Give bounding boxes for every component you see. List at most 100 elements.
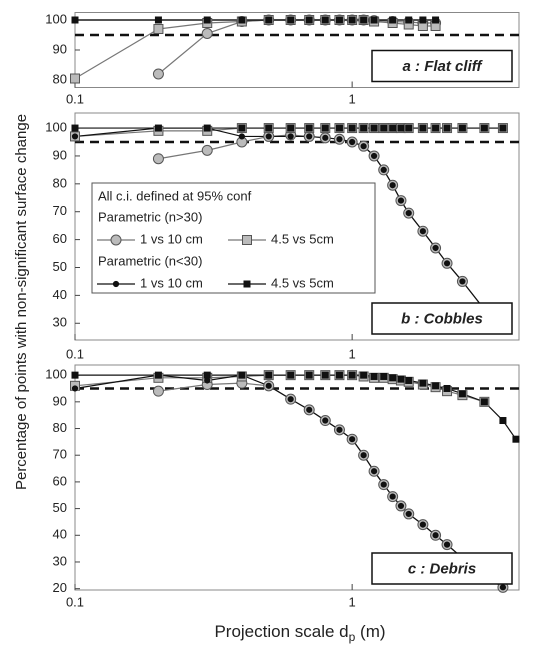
point: [499, 584, 507, 591]
point: [305, 16, 313, 24]
point: [512, 435, 520, 443]
point: [389, 182, 396, 189]
point: [480, 124, 488, 132]
point: [380, 166, 387, 173]
point: [480, 398, 488, 406]
point: [389, 16, 397, 24]
y-tick-label: 100: [45, 119, 67, 134]
point: [459, 278, 466, 285]
point: [443, 541, 451, 548]
point: [397, 502, 405, 510]
legend-label: 1 vs 10 cm: [140, 231, 203, 246]
y-tick-label: 100: [45, 11, 67, 26]
point: [349, 436, 356, 443]
point: [287, 371, 295, 379]
point: [405, 376, 413, 384]
point: [201, 28, 213, 39]
y-axis-title: Percentage of points with non-significan…: [13, 114, 30, 490]
point: [238, 16, 246, 24]
y-tick-label: 60: [53, 231, 67, 246]
annotation: c : Debris: [408, 560, 476, 577]
point: [380, 481, 387, 488]
point: [71, 16, 79, 24]
point: [335, 371, 343, 379]
point: [443, 260, 451, 267]
point: [419, 16, 427, 24]
legend-label: 4.5 vs 5cm: [271, 231, 334, 246]
point: [265, 124, 273, 132]
point: [405, 210, 412, 217]
series-line: [74, 374, 504, 588]
point: [204, 377, 211, 384]
point: [336, 136, 343, 143]
point: [321, 16, 329, 24]
point: [348, 16, 356, 24]
point: [154, 16, 162, 24]
point: [397, 197, 405, 204]
point: [152, 385, 164, 397]
point: [203, 371, 211, 379]
point: [370, 152, 378, 160]
point: [287, 16, 295, 24]
point: [305, 124, 313, 132]
y-tick-label: 20: [53, 580, 67, 595]
point: [360, 371, 368, 379]
legend-group: Parametric (n>30): [98, 209, 202, 224]
y-tick-label: 30: [53, 315, 67, 330]
y-tick-label: 90: [53, 393, 67, 408]
y-tick-label: 90: [53, 147, 67, 162]
point: [419, 124, 427, 132]
point: [335, 124, 343, 132]
series-line: [75, 374, 517, 440]
y-tick-label: 100: [45, 367, 67, 382]
point: [238, 133, 245, 140]
point: [370, 372, 378, 380]
point: [360, 143, 367, 150]
point: [71, 385, 79, 392]
point: [154, 124, 162, 132]
point: [380, 124, 388, 132]
x-tick-label: 0.1: [66, 91, 84, 106]
legend-group: Parametric (n<30): [98, 253, 202, 268]
point: [265, 382, 272, 389]
point: [348, 124, 356, 132]
point: [432, 124, 440, 132]
point: [349, 138, 356, 146]
point: [71, 133, 79, 140]
point: [306, 133, 313, 140]
point: [265, 16, 273, 24]
point: [389, 493, 396, 500]
plot-frame: [74, 112, 520, 341]
annotation-box: [371, 552, 513, 585]
point: [432, 16, 440, 24]
point: [443, 124, 451, 132]
y-tick-label: 60: [53, 473, 67, 488]
point: [432, 244, 439, 252]
y-tick-label: 80: [53, 71, 67, 86]
point: [265, 133, 272, 140]
point: [499, 124, 507, 132]
point: [306, 406, 313, 413]
point: [71, 124, 79, 132]
point: [238, 371, 246, 379]
point: [360, 16, 368, 24]
point: [432, 532, 439, 539]
legend-label: 4.5 vs 5cm: [271, 275, 334, 290]
y-tick-label: 90: [53, 41, 67, 56]
point: [380, 372, 388, 380]
y-tick-label: 30: [53, 553, 67, 568]
point: [153, 24, 164, 34]
legend-marker: [243, 280, 251, 288]
legend-title: All c.i. defined at 95% conf: [98, 188, 252, 203]
legend-marker: [110, 234, 122, 246]
point: [397, 375, 405, 383]
point: [154, 371, 162, 379]
legend-box: [91, 182, 376, 294]
point: [432, 382, 440, 390]
annotation-box: [371, 302, 513, 335]
point: [348, 371, 356, 379]
point: [370, 16, 378, 24]
y-tick-label: 50: [53, 500, 67, 515]
x-tick-label: 0.1: [66, 594, 84, 609]
